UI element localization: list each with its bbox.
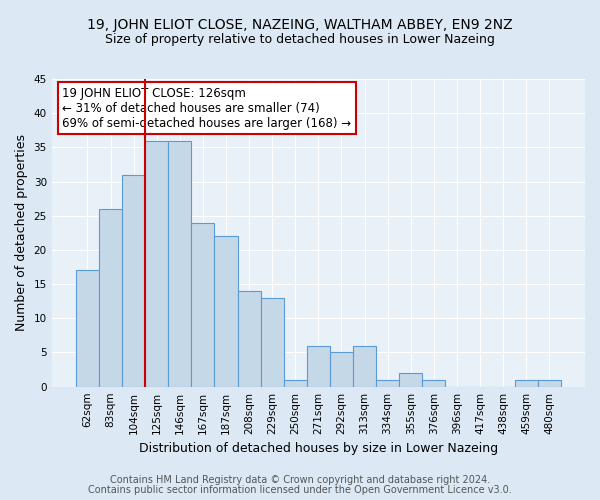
Bar xyxy=(214,236,238,386)
Text: Contains public sector information licensed under the Open Government Licence v3: Contains public sector information licen… xyxy=(88,485,512,495)
Bar xyxy=(99,209,122,386)
Bar xyxy=(399,373,422,386)
Text: 19 JOHN ELIOT CLOSE: 126sqm
← 31% of detached houses are smaller (74)
69% of sem: 19 JOHN ELIOT CLOSE: 126sqm ← 31% of det… xyxy=(62,86,352,130)
Bar xyxy=(284,380,307,386)
Bar xyxy=(168,140,191,386)
X-axis label: Distribution of detached houses by size in Lower Nazeing: Distribution of detached houses by size … xyxy=(139,442,498,455)
Bar xyxy=(238,291,260,386)
Bar xyxy=(538,380,561,386)
Text: Contains HM Land Registry data © Crown copyright and database right 2024.: Contains HM Land Registry data © Crown c… xyxy=(110,475,490,485)
Bar xyxy=(191,222,214,386)
Bar xyxy=(353,346,376,387)
Bar xyxy=(145,140,168,386)
Bar xyxy=(330,352,353,386)
Bar xyxy=(422,380,445,386)
Bar xyxy=(76,270,99,386)
Text: Size of property relative to detached houses in Lower Nazeing: Size of property relative to detached ho… xyxy=(105,32,495,46)
Bar xyxy=(307,346,330,387)
Bar xyxy=(376,380,399,386)
Y-axis label: Number of detached properties: Number of detached properties xyxy=(15,134,28,332)
Text: 19, JOHN ELIOT CLOSE, NAZEING, WALTHAM ABBEY, EN9 2NZ: 19, JOHN ELIOT CLOSE, NAZEING, WALTHAM A… xyxy=(87,18,513,32)
Bar xyxy=(515,380,538,386)
Bar xyxy=(260,298,284,386)
Bar xyxy=(122,174,145,386)
